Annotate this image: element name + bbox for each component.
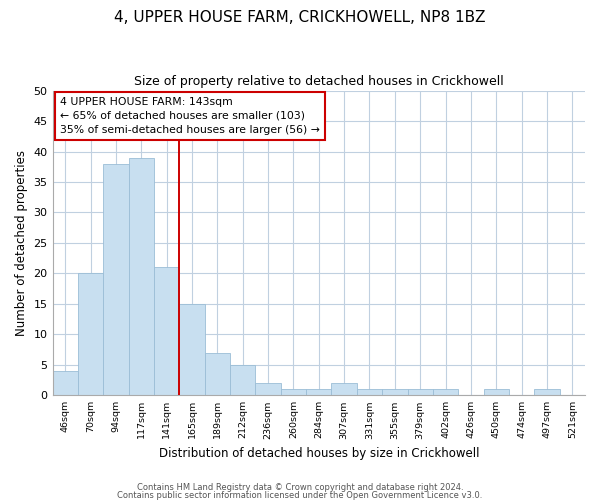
Text: 4 UPPER HOUSE FARM: 143sqm
← 65% of detached houses are smaller (103)
35% of sem: 4 UPPER HOUSE FARM: 143sqm ← 65% of deta… [60,96,320,134]
Text: Contains public sector information licensed under the Open Government Licence v3: Contains public sector information licen… [118,490,482,500]
Bar [230,365,256,396]
Bar [484,389,509,396]
Bar [407,389,433,396]
Bar [128,158,154,396]
Text: Contains HM Land Registry data © Crown copyright and database right 2024.: Contains HM Land Registry data © Crown c… [137,484,463,492]
Bar [256,383,281,396]
Bar [306,389,331,396]
Bar [53,371,78,396]
Text: 4, UPPER HOUSE FARM, CRICKHOWELL, NP8 1BZ: 4, UPPER HOUSE FARM, CRICKHOWELL, NP8 1B… [114,10,486,25]
Bar [357,389,382,396]
Bar [179,304,205,396]
Y-axis label: Number of detached properties: Number of detached properties [15,150,28,336]
Bar [205,352,230,396]
Bar [78,274,103,396]
Bar [382,389,407,396]
Bar [534,389,560,396]
Title: Size of property relative to detached houses in Crickhowell: Size of property relative to detached ho… [134,75,503,88]
Bar [103,164,128,396]
Bar [331,383,357,396]
Bar [433,389,458,396]
Bar [281,389,306,396]
X-axis label: Distribution of detached houses by size in Crickhowell: Distribution of detached houses by size … [158,447,479,460]
Bar [154,268,179,396]
